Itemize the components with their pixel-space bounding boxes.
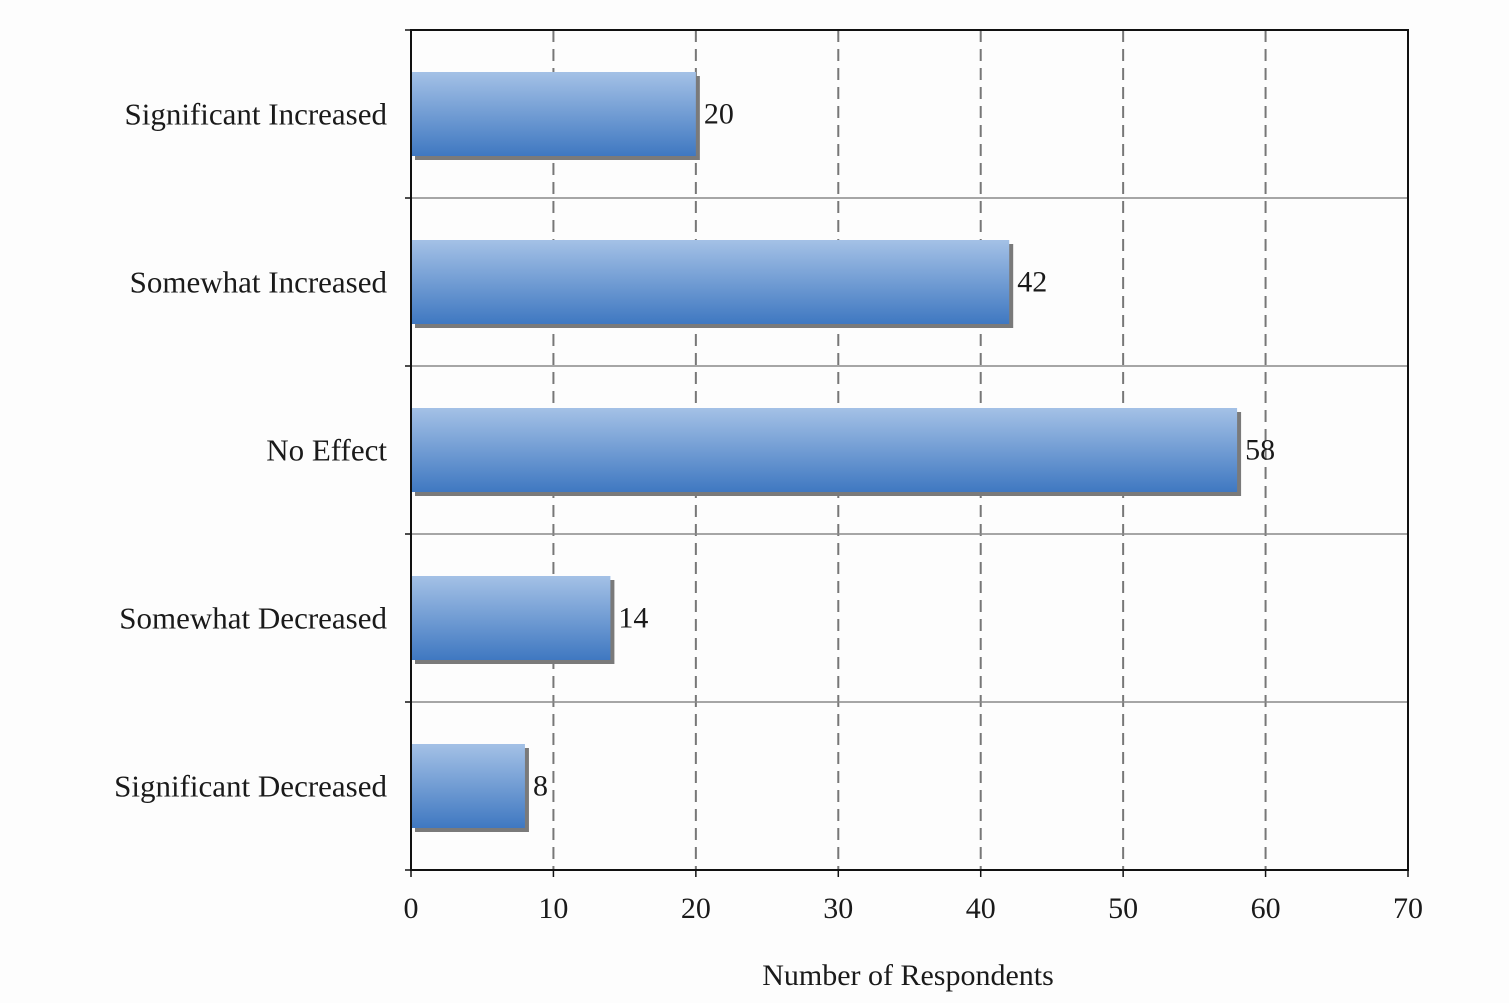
plot-border [410,29,1409,871]
x-axis-label: Number of Respondents [762,959,1054,992]
x-tick-label: 70 [1393,892,1423,925]
bar-somewhat-increased [411,240,1010,324]
x-tick-label: 50 [1108,892,1138,925]
x-tick-label: 20 [681,892,711,925]
data-label: 42 [1017,266,1047,299]
data-label: 14 [618,602,648,635]
bar-somewhat-decreased [411,576,611,660]
y-tick-label: Significant Increased [124,97,387,132]
bar-significant-decreased [411,744,525,828]
x-tick-label: 40 [966,892,996,925]
x-tick-label: 60 [1251,892,1281,925]
data-label: 8 [533,770,548,803]
labels: 20 Significant Increased 42 Somewhat Increa… [114,97,1423,926]
y-tick-label: Somewhat Increased [130,265,388,300]
x-tick-label: 0 [404,892,419,925]
bar-no-effect [411,408,1238,492]
bars [411,72,1242,832]
y-tick-label: No Effect [266,433,387,468]
data-label: 58 [1245,434,1275,467]
bar-significant-increased [411,72,696,156]
y-tick-label: Somewhat Decreased [119,601,387,636]
x-tick-label: 30 [823,892,853,925]
plot-frame [410,29,1409,871]
y-tick-label: Significant Decreased [114,769,387,804]
x-tick-label: 10 [538,892,568,925]
data-label: 20 [704,98,734,131]
